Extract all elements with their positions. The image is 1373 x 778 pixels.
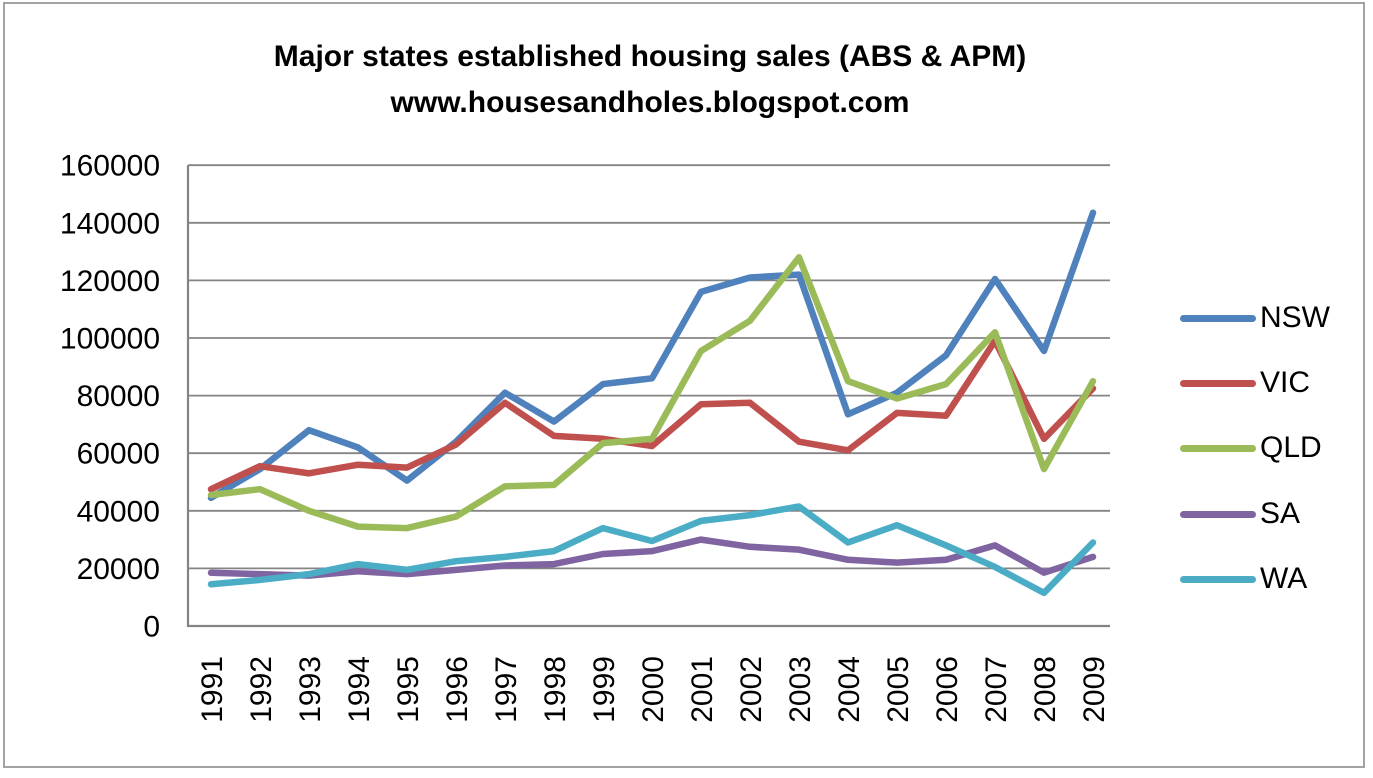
x-axis-label: 2001 [686,656,719,723]
x-axis-label: 2006 [931,656,964,723]
x-axis-label: 2003 [784,656,817,723]
chart-title: Major states established housing sales (… [273,40,1027,73]
y-axis-label: 60000 [77,438,160,471]
x-axis-label: 1992 [245,656,278,723]
chart-subtitle: www.housesandholes.blogspot.com [390,86,910,119]
x-axis-label: 1996 [441,656,474,723]
x-axis-label: 1991 [196,656,229,723]
y-axis-label: 80000 [77,380,160,413]
series-line-vic [207,337,1097,493]
x-axis-label: 1997 [490,656,523,723]
x-axis-label: 1995 [392,656,425,723]
series-line-sa [207,536,1097,579]
x-axis-label: 1999 [588,656,621,723]
x-axis-label: 2008 [1029,656,1062,723]
y-axis-label: 120000 [60,265,160,298]
x-axis-label: 1994 [343,656,376,723]
x-axis-label: 2007 [980,656,1013,723]
y-axis-label: 160000 [60,150,160,183]
y-axis-label: 0 [143,611,160,644]
y-axis-label: 100000 [60,323,160,356]
series-line-nsw [207,209,1097,502]
chart-title-block: Major states established housing sales (… [0,34,1300,126]
x-axis-label: 2005 [882,656,915,723]
y-axis-label: 20000 [77,553,160,586]
x-axis-label: 1993 [294,656,327,723]
x-axis-label: 2002 [735,656,768,723]
y-axis-label: 140000 [60,207,160,240]
y-axis-label: 40000 [77,495,160,528]
series-line-wa [207,503,1097,597]
x-axis-label: 1998 [539,656,572,723]
x-axis-label: 2009 [1078,656,1111,723]
x-axis-label: 2004 [833,656,866,723]
x-axis-label: 2000 [637,656,670,723]
series-line-qld [207,254,1097,532]
